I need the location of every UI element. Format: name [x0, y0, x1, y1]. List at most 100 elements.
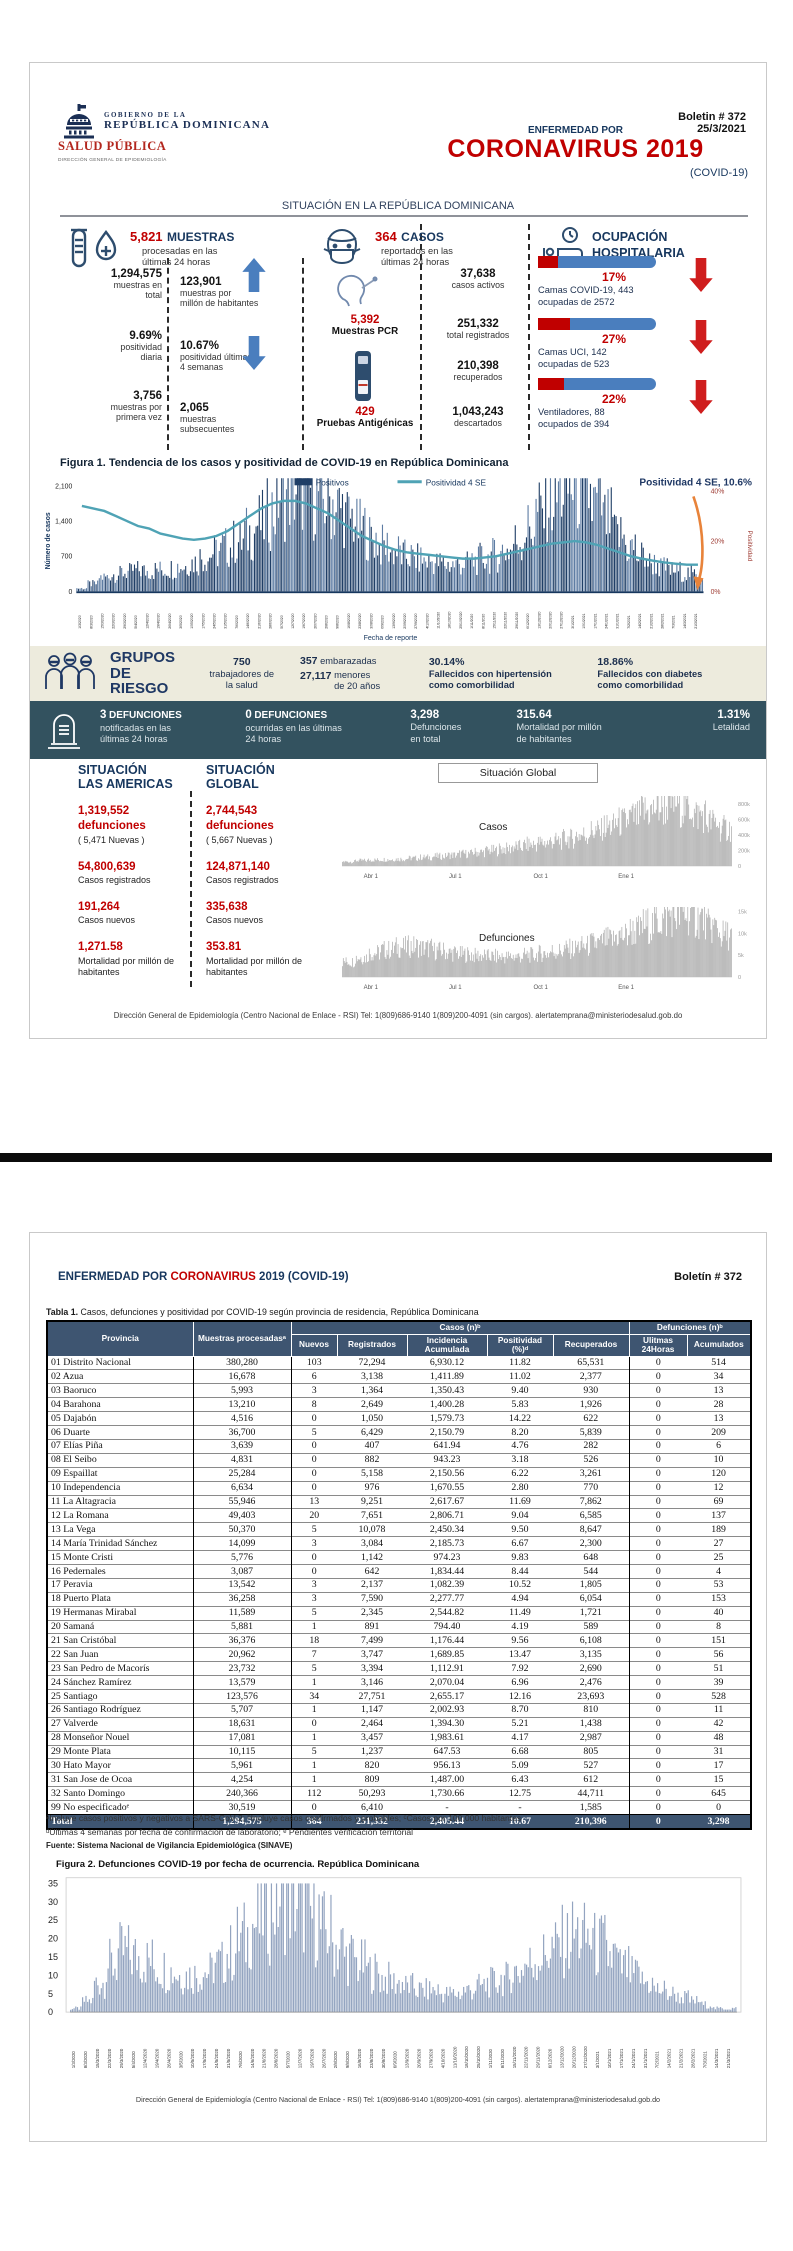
footnote-2: ᵈÚltimas 4 semanas por fecha de confirma…	[46, 1827, 414, 1837]
dashed-separator	[302, 258, 304, 450]
value-cell: 9.50	[487, 1522, 553, 1537]
value-cell: 1,689.85	[407, 1647, 487, 1662]
hospital-item-ventilators: 22% Ventiladores, 88 ocupados de 394	[538, 378, 758, 430]
americas-cases-label: Casos registrados	[78, 875, 151, 886]
province-name-cell: 01 Distrito Nacional	[47, 1355, 194, 1370]
first-time-samples-label: muestras por primera vez	[110, 402, 162, 423]
svg-text:600k: 600k	[738, 817, 750, 823]
registered-cases-value: 251,332	[457, 318, 499, 330]
group-header-defunciones: Defunciones (n)ᵇ	[628, 1320, 752, 1335]
value-cell: 4	[687, 1563, 752, 1579]
svg-text:3/5/2020: 3/5/2020	[178, 2051, 183, 2069]
recovered-cases: 210,398 recuperados	[432, 360, 524, 382]
ministry-name: SALUD PÚBLICA	[58, 139, 167, 153]
table-row: 05 Dajabón 4,516 0 1,050 1,579.73 14.22 622 0 13	[47, 1411, 752, 1426]
value-cell: 3,457	[337, 1730, 407, 1746]
first-time-samples: 3,756 muestras por primera vez	[44, 390, 162, 423]
svg-text:0: 0	[738, 975, 741, 981]
svg-text:9/8/2020: 9/8/2020	[336, 615, 340, 628]
value-cell: 0	[629, 1411, 688, 1426]
value-cell: 1,721	[553, 1605, 630, 1621]
value-cell: 8	[291, 1397, 337, 1412]
svg-text:7/2/2021: 7/2/2021	[655, 2051, 660, 2069]
value-cell: 544	[553, 1563, 630, 1579]
svg-text:Positividad 4 SE, 10.6%: Positividad 4 SE, 10.6%	[639, 477, 752, 488]
value-cell: 5,839	[553, 1425, 630, 1440]
value-cell: 189	[687, 1522, 752, 1537]
americas-column: SITUACIÓN LAS AMERICAS 1,319,552 defunci…	[78, 763, 186, 977]
value-cell: 0	[629, 1758, 688, 1773]
value-cell: 0	[629, 1369, 688, 1384]
value-cell: 526	[553, 1452, 630, 1468]
value-cell: 1	[291, 1619, 337, 1634]
value-cell: 3,747	[337, 1647, 407, 1662]
value-cell: 9.40	[487, 1383, 553, 1398]
global-deaths-value: 2,744,543	[206, 804, 258, 817]
value-cell: 2,137	[337, 1577, 407, 1593]
value-cell: 976	[337, 1480, 407, 1495]
value-cell: 0	[629, 1661, 688, 1676]
global-new-deaths: ( 5,667 Nuevas )	[206, 834, 273, 845]
first-time-samples-value: 3,756	[133, 390, 162, 402]
col-nuevos: Nuevos	[290, 1333, 338, 1357]
subsequent-samples: 2,065 muestras subsecuentes	[180, 402, 290, 435]
value-cell: 1,411.89	[407, 1369, 487, 1384]
global-deaths-label: defunciones	[206, 820, 274, 833]
value-cell: 2,987	[553, 1730, 630, 1746]
svg-text:19/4/2020: 19/4/2020	[155, 2048, 160, 2068]
svg-text:31/5/2020: 31/5/2020	[226, 2048, 231, 2068]
value-cell: 44,711	[553, 1786, 630, 1801]
svg-text:2/8/2020: 2/8/2020	[333, 2051, 338, 2069]
samples-total: 1,294,575 muestras en total	[44, 268, 162, 301]
table-row: 04 Barahona 13,210 8 2,649 1,400.28 5.83 1,926…	[47, 1397, 752, 1412]
table-row: 22 San Juan 20,962 7 3,747 1,689.85 13.47 3,13…	[47, 1647, 752, 1662]
value-cell: 3,261	[553, 1466, 630, 1482]
svg-text:31/5/2020: 31/5/2020	[224, 613, 228, 628]
svg-text:400k: 400k	[738, 833, 750, 839]
provinces-table: Provincia Muestras procesadasᵃ Casos (n)…	[46, 1320, 753, 1830]
hypertension-value: 30.14%	[428, 656, 465, 669]
americas-title: SITUACIÓN LAS AMERICAS	[78, 763, 173, 792]
value-cell: 5	[291, 1744, 337, 1759]
svg-text:7/3/2021: 7/3/2021	[672, 615, 676, 628]
svg-text:30/8/2020: 30/8/2020	[381, 2048, 386, 2068]
value-cell: 55,946	[193, 1494, 292, 1509]
table-row: 08 El Seibo 4,831 0 882 943.23 3.18 526 0 10	[47, 1452, 752, 1468]
hospital-item-covid-beds: 17% Camas COVID-19, 443 ocupadas de 2572	[538, 256, 758, 308]
value-cell: 1,400.28	[407, 1397, 487, 1412]
svg-text:1,400: 1,400	[55, 518, 72, 525]
value-cell: 2,544.82	[407, 1605, 487, 1621]
value-cell: 5,158	[337, 1466, 407, 1482]
province-name-cell: 05 Dajabón	[47, 1411, 194, 1426]
col-muestras: Muestras procesadasᵃ	[192, 1320, 292, 1357]
positivity-4weeks-label: positividad últimas 4 semanas	[180, 352, 252, 373]
value-cell: 645	[687, 1786, 752, 1801]
value-cell: 770	[553, 1480, 630, 1495]
svg-text:10/1/2021: 10/1/2021	[582, 613, 586, 628]
deaths-total-value: 3,298	[410, 709, 440, 721]
svg-text:27/9/2020: 27/9/2020	[414, 613, 418, 628]
value-cell: 0	[629, 1647, 688, 1662]
svg-text:13/9/2020: 13/9/2020	[392, 613, 396, 628]
svg-text:Defunciones: Defunciones	[479, 933, 535, 944]
risk-groups-title: GRUPOS DE RIESGO	[110, 648, 176, 698]
province-name-cell: 13 La Vega	[47, 1522, 194, 1537]
value-cell: 8,647	[553, 1522, 630, 1537]
svg-text:Jul 1: Jul 1	[449, 874, 462, 880]
value-cell: 5.09	[487, 1758, 553, 1773]
svg-text:21/2/2021: 21/2/2021	[679, 2048, 684, 2068]
svg-text:Fecha de reporte: Fecha de reporte	[364, 635, 418, 642]
value-cell: 1,438	[553, 1716, 630, 1732]
svg-text:17/5/2020: 17/5/2020	[201, 613, 205, 628]
daily-positivity-value: 9.69%	[129, 330, 162, 342]
value-cell: 6.68	[487, 1744, 553, 1759]
masked-face-icon	[318, 224, 366, 277]
global-new-cases-value: 335,638	[206, 900, 248, 913]
cases-headline: 364 CASOS reportados en las últimas 24 h…	[375, 228, 515, 268]
province-name-cell: 99 No especificadoᵉ	[47, 1800, 194, 1815]
province-name-cell: 18 Puerto Plata	[47, 1591, 194, 1607]
value-cell: 4.94	[487, 1591, 553, 1607]
page2-header: ENFERMEDAD POR CORONAVIRUS 2019 (COVID-1…	[58, 1271, 349, 1283]
subsequent-samples-label: muestras subsecuentes	[180, 414, 235, 435]
occupancy-bar	[538, 378, 656, 390]
